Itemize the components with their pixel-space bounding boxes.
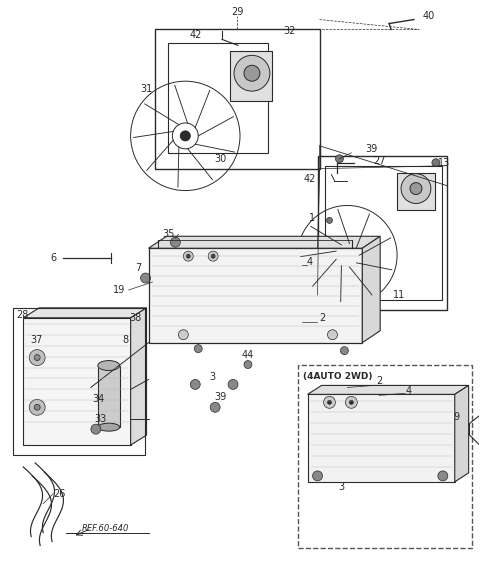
Text: 13: 13 [438, 158, 450, 168]
Circle shape [343, 251, 351, 259]
Bar [298, 364, 472, 549]
Circle shape [170, 237, 180, 247]
Polygon shape [455, 386, 468, 482]
Circle shape [210, 402, 220, 412]
Text: 1: 1 [309, 213, 315, 224]
Bar [148, 248, 362, 343]
Bar [13, 308, 144, 455]
Circle shape [228, 379, 238, 390]
Polygon shape [362, 236, 380, 343]
Polygon shape [148, 236, 380, 248]
Text: 44: 44 [242, 349, 254, 360]
Bar [98, 366, 120, 427]
Circle shape [183, 251, 193, 261]
Text: 30: 30 [214, 154, 226, 164]
Circle shape [327, 400, 332, 404]
Circle shape [180, 131, 190, 141]
Text: 2: 2 [320, 313, 326, 323]
Text: 7: 7 [135, 263, 142, 273]
Circle shape [141, 273, 151, 283]
Polygon shape [308, 386, 468, 394]
Circle shape [244, 360, 252, 368]
Circle shape [137, 324, 144, 332]
Circle shape [34, 404, 40, 410]
Polygon shape [131, 308, 146, 445]
Text: 4: 4 [307, 257, 312, 267]
Bar [318, 156, 447, 310]
Circle shape [34, 355, 40, 360]
Circle shape [349, 400, 353, 404]
Bar [168, 43, 268, 153]
Circle shape [336, 155, 343, 162]
Polygon shape [23, 308, 146, 318]
Text: 8: 8 [122, 335, 129, 345]
Bar [397, 173, 435, 210]
Text: 26: 26 [53, 489, 65, 499]
Circle shape [29, 349, 45, 366]
Text: 31: 31 [140, 84, 153, 94]
Text: 40: 40 [423, 10, 435, 21]
Text: 33: 33 [95, 414, 107, 424]
Circle shape [211, 254, 215, 258]
Bar [230, 51, 272, 101]
Circle shape [346, 396, 357, 408]
Text: 35: 35 [162, 229, 175, 239]
Text: 19: 19 [113, 285, 125, 295]
Text: 6: 6 [50, 253, 56, 263]
Text: 2: 2 [376, 376, 382, 387]
Circle shape [91, 424, 101, 434]
Text: 42: 42 [303, 174, 316, 184]
Circle shape [340, 347, 348, 355]
Circle shape [312, 471, 323, 481]
Ellipse shape [98, 360, 120, 371]
Text: 11: 11 [393, 290, 405, 300]
Bar [324, 166, 442, 300]
Bar [308, 394, 455, 482]
Bar [23, 318, 131, 445]
Text: 32: 32 [284, 26, 296, 37]
Circle shape [401, 174, 431, 204]
Circle shape [29, 399, 45, 415]
Text: (4AUTO 2WD): (4AUTO 2WD) [302, 372, 372, 381]
Text: 3: 3 [338, 482, 345, 492]
Text: 39: 39 [365, 144, 377, 154]
Text: 38: 38 [130, 313, 142, 323]
Text: 34: 34 [93, 394, 105, 404]
Text: 27: 27 [373, 156, 385, 166]
Circle shape [438, 471, 448, 481]
Circle shape [131, 345, 141, 355]
Circle shape [190, 379, 200, 390]
Circle shape [208, 251, 218, 261]
Circle shape [410, 182, 422, 194]
Circle shape [324, 396, 336, 408]
Circle shape [327, 329, 337, 340]
Text: 42: 42 [189, 30, 202, 41]
Text: 4: 4 [406, 387, 412, 396]
Circle shape [244, 65, 260, 81]
Circle shape [194, 345, 202, 352]
Text: 37: 37 [30, 335, 42, 345]
Text: 9: 9 [454, 412, 460, 422]
Bar [156, 30, 320, 169]
Text: 3: 3 [209, 372, 215, 383]
Ellipse shape [98, 423, 120, 431]
Circle shape [432, 159, 440, 166]
Circle shape [326, 217, 333, 223]
Circle shape [179, 329, 188, 340]
Text: 39: 39 [214, 392, 226, 402]
Circle shape [234, 55, 270, 91]
Text: REF.60-640: REF.60-640 [82, 524, 130, 533]
Circle shape [186, 254, 190, 258]
Text: 28: 28 [16, 310, 29, 320]
Text: 29: 29 [231, 7, 243, 17]
